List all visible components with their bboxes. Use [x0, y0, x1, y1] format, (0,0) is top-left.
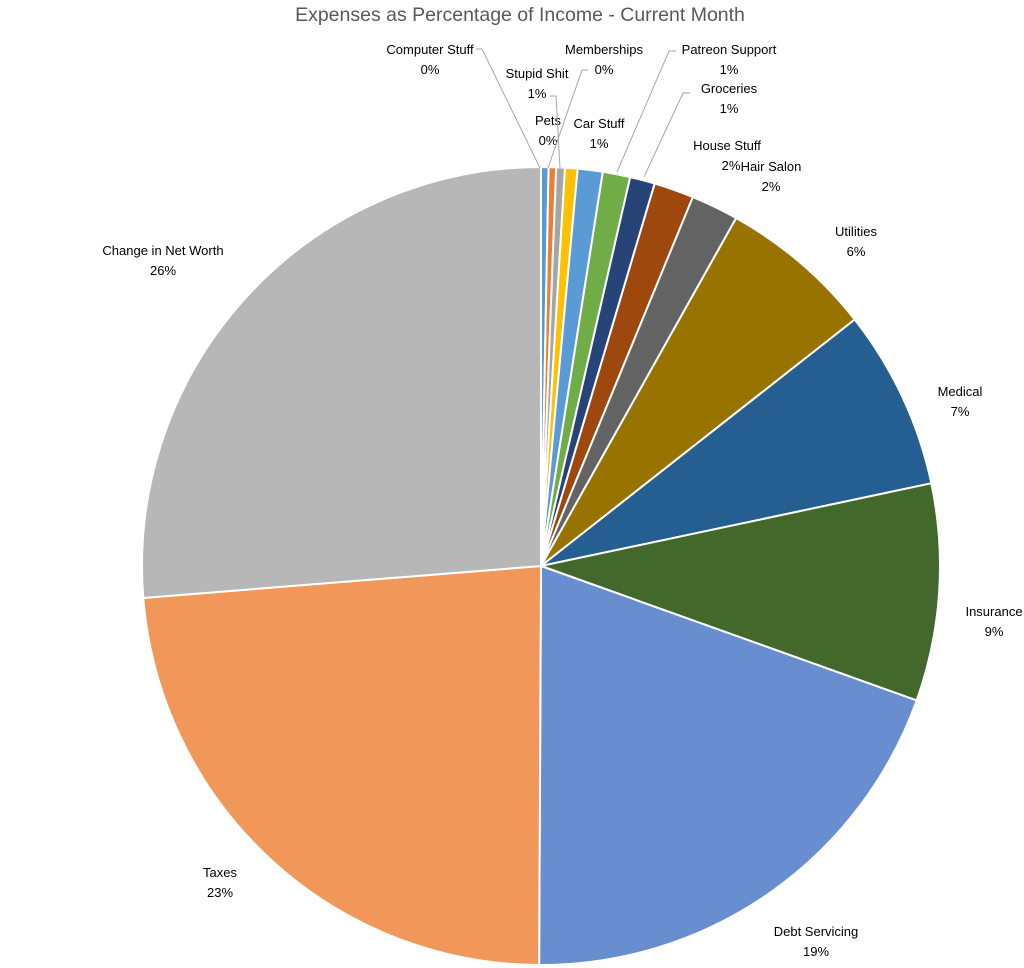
leader-line [550, 95, 561, 169]
pie-slice-medical [540, 318, 933, 567]
label-percent: 1% [590, 136, 609, 151]
leader-line [643, 92, 690, 178]
label-name: Change in Net Worth [102, 243, 223, 258]
label-percent: 7% [951, 404, 970, 419]
label-percent: 0% [421, 62, 440, 77]
label-percent: 26% [150, 263, 176, 278]
label-percent: 19% [803, 944, 829, 959]
data-label-stupid-shit: Stupid Shit 1% [506, 66, 569, 169]
data-label-medical: Medical 7% [938, 384, 983, 419]
label-name: Hair Salon [741, 159, 802, 174]
leader-line [476, 48, 541, 169]
label-percent: 6% [847, 244, 866, 259]
label-percent: 1% [720, 101, 739, 116]
label-percent: 1% [720, 62, 739, 77]
label-name: Taxes [203, 865, 237, 880]
chart-title: Expenses as Percentage of Income - Curre… [295, 4, 745, 26]
pie-slice-utilities [540, 216, 857, 567]
data-label-hair-salon: Hair Salon 2% [741, 159, 802, 194]
label-name: Patreon Support [682, 42, 777, 57]
data-label-groceries: Groceries 1% [643, 81, 758, 178]
label-name: Utilities [835, 224, 877, 239]
label-name: Debt Servicing [774, 924, 859, 939]
label-name: Memberships [565, 42, 644, 57]
data-label-change-in-net-worth: Change in Net Worth 26% [102, 243, 223, 278]
label-percent: 2% [722, 158, 741, 173]
leader-line [616, 50, 676, 173]
data-label-patreon-support: Patreon Support 1% [616, 42, 777, 173]
label-name: Medical [938, 384, 983, 399]
pie-slice-change-in-net-worth [141, 165, 542, 600]
label-percent: 9% [985, 624, 1004, 639]
label-name: Computer Stuff [386, 42, 474, 57]
data-label-memberships: Memberships 0% [547, 42, 644, 169]
data-label-debt-servicing: Debt Servicing 19% [774, 924, 859, 959]
data-label-car-stuff: Car Stuff 1% [573, 116, 624, 151]
data-label-taxes: Taxes 23% [203, 865, 237, 900]
label-percent: 0% [595, 62, 614, 77]
pie-slice-taxes [142, 564, 543, 967]
leader-line [547, 69, 588, 169]
label-name: Stupid Shit [506, 66, 569, 81]
data-label-utilities: Utilities 6% [835, 224, 877, 259]
label-percent: 1% [528, 86, 547, 101]
label-percent: 0% [539, 133, 558, 148]
label-name: Insurance [965, 604, 1022, 619]
label-percent: 23% [207, 885, 233, 900]
data-label-house-stuff: House Stuff 2% [693, 138, 761, 173]
label-name: Pets [535, 113, 562, 128]
data-label-computer-stuff: Computer Stuff 0% [386, 42, 541, 169]
pie-slice-debt-servicing [538, 564, 918, 966]
label-percent: 2% [762, 179, 781, 194]
data-label-insurance: Insurance 9% [965, 604, 1022, 639]
pie-slice-insurance [537, 482, 941, 702]
label-name: Groceries [701, 81, 758, 96]
label-name: Car Stuff [573, 116, 624, 131]
data-label-pets: Pets 0% [535, 113, 562, 148]
label-name: House Stuff [693, 138, 761, 153]
